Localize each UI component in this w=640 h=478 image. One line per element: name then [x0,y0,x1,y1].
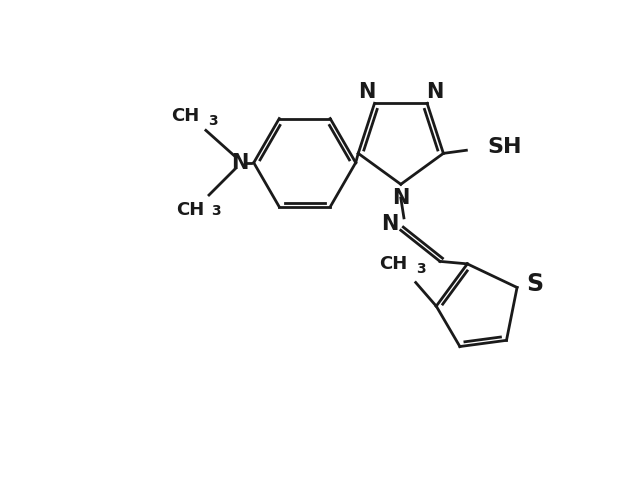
Text: 3: 3 [211,204,221,217]
Text: N: N [381,214,399,234]
Text: S: S [526,272,543,296]
Text: SH: SH [487,137,522,157]
Text: N: N [392,188,410,208]
Text: 3: 3 [208,114,218,128]
Text: 3: 3 [416,262,426,276]
Text: CH: CH [176,201,204,218]
Text: N: N [232,152,249,173]
Text: N: N [426,82,444,102]
Text: CH: CH [172,107,200,125]
Text: CH: CH [380,255,408,272]
Text: N: N [358,82,376,102]
